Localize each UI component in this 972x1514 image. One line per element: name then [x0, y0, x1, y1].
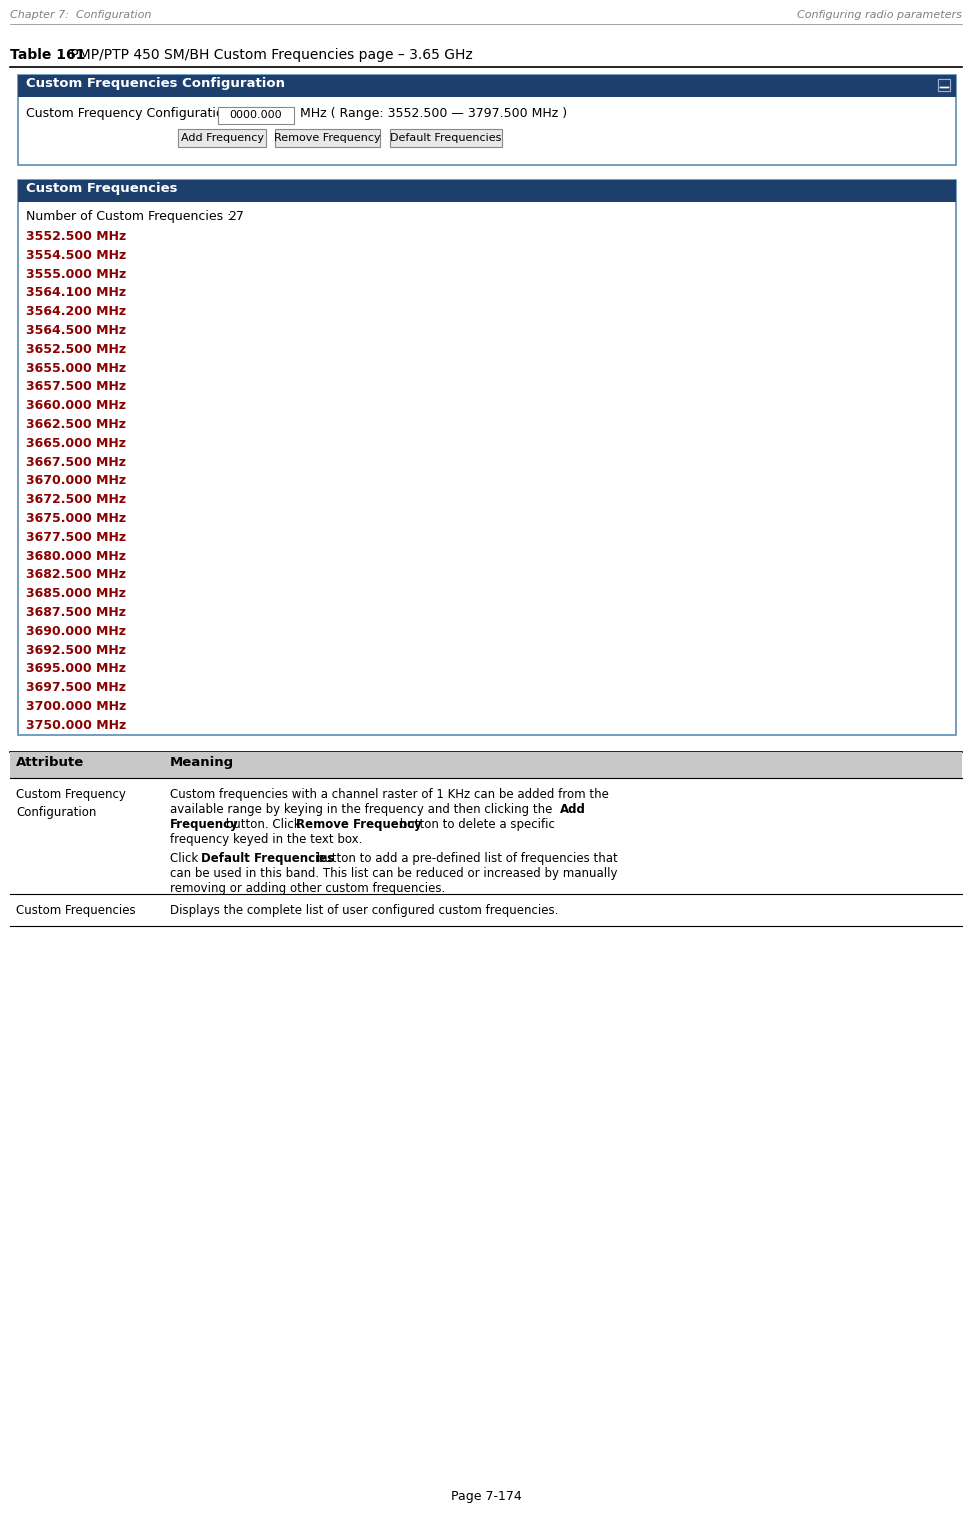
Text: 3652.500 MHz: 3652.500 MHz [26, 342, 126, 356]
Text: 3655.000 MHz: 3655.000 MHz [26, 362, 126, 374]
Text: 3692.500 MHz: 3692.500 MHz [26, 643, 126, 657]
Text: 3564.200 MHz: 3564.200 MHz [26, 306, 126, 318]
Text: 3564.500 MHz: 3564.500 MHz [26, 324, 126, 338]
Text: 3690.000 MHz: 3690.000 MHz [26, 625, 126, 637]
Text: Attribute: Attribute [16, 755, 85, 769]
Text: 3660.000 MHz: 3660.000 MHz [26, 400, 126, 412]
Text: Default Frequencies: Default Frequencies [391, 133, 502, 142]
Text: button to add a pre-defined list of frequencies that: button to add a pre-defined list of freq… [313, 852, 618, 864]
Text: Chapter 7:  Configuration: Chapter 7: Configuration [10, 11, 152, 20]
Text: Table 161: Table 161 [10, 48, 86, 62]
Text: Custom Frequency
Configuration: Custom Frequency Configuration [16, 787, 126, 819]
Text: 3682.500 MHz: 3682.500 MHz [26, 568, 126, 581]
Text: MHz ( Range: 3552.500 — 3797.500 MHz ): MHz ( Range: 3552.500 — 3797.500 MHz ) [300, 107, 567, 120]
Text: Meaning: Meaning [170, 755, 234, 769]
Text: 3662.500 MHz: 3662.500 MHz [26, 418, 126, 431]
Bar [938, 79, 950, 91]
Text: Number of Custom Frequencies :: Number of Custom Frequencies : [26, 210, 231, 223]
Text: 27: 27 [228, 210, 244, 223]
Text: Custom Frequencies Configuration: Custom Frequencies Configuration [26, 77, 285, 89]
Text: 3695.000 MHz: 3695.000 MHz [26, 663, 126, 675]
Text: 3552.500 MHz: 3552.500 MHz [26, 230, 126, 244]
Text: Custom Frequency Configuration :: Custom Frequency Configuration : [26, 107, 240, 120]
Text: 3675.000 MHz: 3675.000 MHz [26, 512, 126, 525]
Bar [178, 129, 266, 147]
Bar [18, 76, 956, 97]
Text: 3687.500 MHz: 3687.500 MHz [26, 606, 126, 619]
Text: 3667.500 MHz: 3667.500 MHz [26, 456, 126, 469]
Text: 3680.000 MHz: 3680.000 MHz [26, 550, 126, 563]
Text: 3564.100 MHz: 3564.100 MHz [26, 286, 126, 300]
Text: Add: Add [560, 802, 586, 816]
Bar [218, 107, 294, 124]
Text: 3750.000 MHz: 3750.000 MHz [26, 719, 126, 731]
Text: 3685.000 MHz: 3685.000 MHz [26, 587, 126, 600]
Bar [10, 752, 962, 778]
Bar [18, 180, 956, 734]
Text: can be used in this band. This list can be reduced or increased by manually: can be used in this band. This list can … [170, 868, 617, 880]
Text: PMP/PTP 450 SM/BH Custom Frequencies page – 3.65 GHz: PMP/PTP 450 SM/BH Custom Frequencies pag… [66, 48, 472, 62]
Text: removing or adding other custom frequencies.: removing or adding other custom frequenc… [170, 883, 445, 895]
Text: button. Click: button. Click [222, 818, 304, 831]
Text: Remove Frequency: Remove Frequency [274, 133, 381, 142]
Bar [275, 129, 380, 147]
Text: 3657.500 MHz: 3657.500 MHz [26, 380, 126, 394]
Text: Default Frequencies: Default Frequencies [201, 852, 334, 864]
Text: Custom frequencies with a channel raster of 1 KHz can be added from the: Custom frequencies with a channel raster… [170, 787, 608, 801]
Text: Custom Frequencies: Custom Frequencies [26, 182, 178, 195]
Bar [18, 180, 956, 201]
Text: Add Frequency: Add Frequency [181, 133, 263, 142]
Text: Custom Frequencies: Custom Frequencies [16, 904, 136, 917]
Text: Remove Frequency: Remove Frequency [296, 818, 422, 831]
Text: 3672.500 MHz: 3672.500 MHz [26, 494, 126, 506]
Bar [18, 76, 956, 165]
Text: Configuring radio parameters: Configuring radio parameters [797, 11, 962, 20]
Text: 3555.000 MHz: 3555.000 MHz [26, 268, 126, 280]
Text: button to delete a specific: button to delete a specific [396, 818, 555, 831]
Bar [938, 79, 950, 91]
Bar [390, 129, 502, 147]
Text: 3697.500 MHz: 3697.500 MHz [26, 681, 126, 695]
Text: 0000.000: 0000.000 [229, 111, 282, 121]
Text: 3670.000 MHz: 3670.000 MHz [26, 474, 126, 488]
Text: 3665.000 MHz: 3665.000 MHz [26, 438, 126, 450]
Text: Page 7-174: Page 7-174 [451, 1490, 521, 1503]
Text: frequency keyed in the text box.: frequency keyed in the text box. [170, 833, 363, 846]
Text: Click: Click [170, 852, 202, 864]
Text: 3554.500 MHz: 3554.500 MHz [26, 248, 126, 262]
Text: 3677.500 MHz: 3677.500 MHz [26, 531, 126, 544]
Text: Displays the complete list of user configured custom frequencies.: Displays the complete list of user confi… [170, 904, 558, 917]
Text: 3700.000 MHz: 3700.000 MHz [26, 699, 126, 713]
Text: Frequency: Frequency [170, 818, 239, 831]
Text: available range by keying in the frequency and then clicking the: available range by keying in the frequen… [170, 802, 556, 816]
